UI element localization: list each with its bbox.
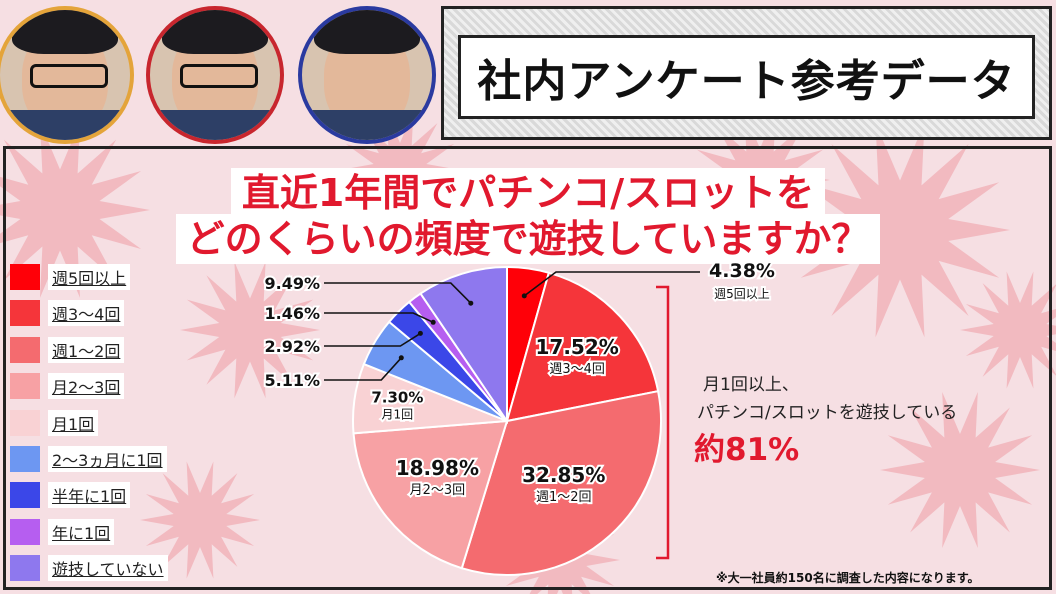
legend-label: 遊技していない	[48, 555, 168, 581]
pie-slice	[460, 389, 662, 576]
callout-line	[523, 271, 700, 297]
slice-value-label: 2.92%	[264, 337, 320, 356]
slice-value-label: 9.49%	[264, 274, 320, 293]
question-text-1: 直近1年間でパチンコ/スロットを	[233, 171, 823, 215]
slice-value-label: 18.98%	[396, 456, 479, 480]
callout-line	[324, 312, 434, 324]
starburst-shape	[790, 122, 1010, 338]
summary-highlight: 約81%	[694, 432, 800, 468]
starburst-shape	[340, 111, 460, 229]
content-panel	[3, 146, 1052, 590]
legend-swatch	[10, 482, 40, 508]
pie-slice	[505, 271, 660, 423]
callout-line	[324, 332, 421, 347]
legend-item: 月1回	[10, 410, 99, 436]
slice-category-label: 月1回	[382, 408, 414, 422]
legend-item: 2〜3ヵ月に1回	[10, 446, 167, 472]
slice-value-label: 1.46%	[264, 304, 320, 323]
callout-line	[324, 357, 402, 381]
pie-slice	[419, 265, 508, 425]
slice-category-label: 月2〜3回	[410, 483, 466, 498]
legend-item: 月2〜3回	[10, 373, 125, 399]
hair-shape	[12, 10, 118, 54]
legend-label: 週5回以上	[48, 264, 131, 290]
callout-dot	[468, 300, 474, 306]
legend-swatch	[10, 446, 40, 472]
shirt-shape	[0, 110, 130, 140]
shirt-shape	[150, 110, 280, 140]
pie-slice	[352, 419, 509, 570]
hair-shape	[314, 10, 420, 54]
question-line-2: どのくらいの頻度で遊技していますか？	[0, 208, 1056, 263]
legend-swatch	[10, 373, 40, 399]
host-avatar-right	[298, 6, 436, 144]
slice-value-label: 4.38%	[709, 260, 775, 282]
host-avatar-left	[0, 6, 134, 144]
starburst-shape	[960, 271, 1056, 389]
glasses-shape	[30, 64, 108, 88]
legend-item: 半年に1回	[10, 482, 131, 508]
legend-swatch	[10, 555, 40, 581]
callout-dot	[521, 293, 527, 299]
slice-category-label: 週1〜2回	[536, 490, 592, 505]
legend-swatch	[10, 264, 40, 290]
summary-line-1: 月1回以上、	[703, 375, 799, 395]
legend-swatch	[10, 300, 40, 326]
callout-dot	[430, 319, 436, 325]
slice-value-label: 5.11%	[264, 371, 320, 390]
callout-dot	[417, 330, 423, 336]
starburst-shape	[140, 461, 260, 579]
slice-value-label: 32.85%	[522, 463, 605, 487]
glasses-shape	[180, 64, 258, 88]
legend-label: 月2〜3回	[48, 373, 125, 399]
question-line-1: 直近1年間でパチンコ/スロットを	[0, 162, 1056, 217]
question-text-2: どのくらいの頻度で遊技していますか？	[178, 217, 878, 261]
legend-item: 週5回以上	[10, 264, 131, 290]
banner-title: 社内アンケート参考データ	[477, 56, 1016, 107]
title-banner-inner: 社内アンケート参考データ	[458, 35, 1035, 119]
legend-item: 週1〜2回	[10, 337, 125, 363]
legend-label: 週1〜2回	[48, 337, 125, 363]
callout-dot	[398, 355, 404, 361]
group-bracket	[656, 285, 670, 560]
shirt-shape	[302, 110, 432, 140]
slice-value-label: 7.30%	[371, 389, 423, 407]
legend-item: 遊技していない	[10, 555, 168, 581]
legend-label: 半年に1回	[48, 482, 131, 508]
legend-item: 週3〜4回	[10, 300, 125, 326]
legend-swatch	[10, 410, 40, 436]
legend-swatch	[10, 519, 40, 545]
starburst-shape	[880, 392, 1040, 548]
summary-line-2: パチンコ/スロットを遊技している	[697, 403, 958, 423]
legend-item: 年に1回	[10, 519, 115, 545]
legend-swatch	[10, 337, 40, 363]
legend-label: 月1回	[48, 410, 99, 436]
title-banner: 社内アンケート参考データ	[441, 6, 1052, 140]
legend-label: 2〜3ヵ月に1回	[48, 446, 167, 472]
survey-footnote: ※大一社員約150名に調査した内容になります。	[716, 571, 980, 585]
host-avatar-center	[146, 6, 284, 144]
hair-shape	[162, 10, 268, 54]
slice-value-label: 17.52%	[536, 335, 619, 359]
legend-label: 年に1回	[48, 519, 115, 545]
slice-category-label: 週3〜4回	[549, 362, 605, 377]
slice-category-label: 週5回以上	[714, 287, 770, 301]
legend-label: 週3〜4回	[48, 300, 125, 326]
callout-line	[324, 282, 472, 304]
starburst-shape	[180, 261, 320, 399]
starburst-shape	[0, 122, 150, 298]
